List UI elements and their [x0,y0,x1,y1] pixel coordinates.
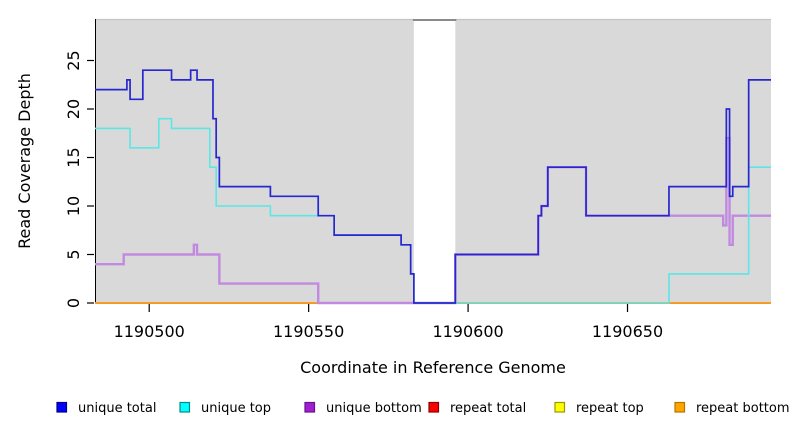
legend-swatch [674,401,686,413]
y-tick-label: 10 [64,196,83,216]
legend-swatch [428,401,440,413]
legend-item-repeat-total: repeat total [428,401,526,416]
y-tick-label: 0 [64,298,83,308]
legend-swatch [304,401,316,413]
legend-item-unique-bottom: unique bottom [304,401,422,416]
y-axis-ticks: 0 5 10 15 20 25 [64,50,94,308]
series-line-unique-top [95,117,771,304]
legend-label: repeat total [450,401,526,416]
coverage-gap-band [412,13,457,303]
series-lines [95,69,771,305]
y-axis-title: Read Coverage Depth [15,73,34,249]
y-tick-label: 5 [64,249,83,259]
y-tick-label: 15 [64,147,83,167]
legend-label: unique bottom [326,401,422,416]
y-tick-label: 20 [64,99,83,119]
legend-item-unique-top: unique top [179,401,271,416]
x-tick-label: 1190650 [592,322,663,341]
x-tick-label: 1190550 [273,322,344,341]
legend-swatch [179,401,191,413]
x-tick-label: 1190600 [432,322,503,341]
x-axis-title: Coordinate in Reference Genome [300,358,566,377]
legend-item-unique-total: unique total [56,401,156,416]
legend-label: repeat top [576,401,644,416]
legend: unique total unique top unique bottom repea… [56,401,790,416]
y-tick-label: 25 [64,50,83,70]
legend-item-repeat-top: repeat top [554,401,644,416]
x-tick-label: 1190500 [114,322,185,341]
series-line-unique-total [95,69,771,304]
legend-label: unique top [201,401,271,416]
legend-label: unique total [78,401,156,416]
legend-swatch [554,401,566,413]
gap-white-band [413,13,456,303]
legend-item-repeat-bottom: repeat bottom [674,401,790,416]
legend-label: repeat bottom [696,401,790,416]
x-axis-ticks: 1190500 1190550 1190600 1190650 [114,304,663,341]
legend-swatch [56,401,68,413]
